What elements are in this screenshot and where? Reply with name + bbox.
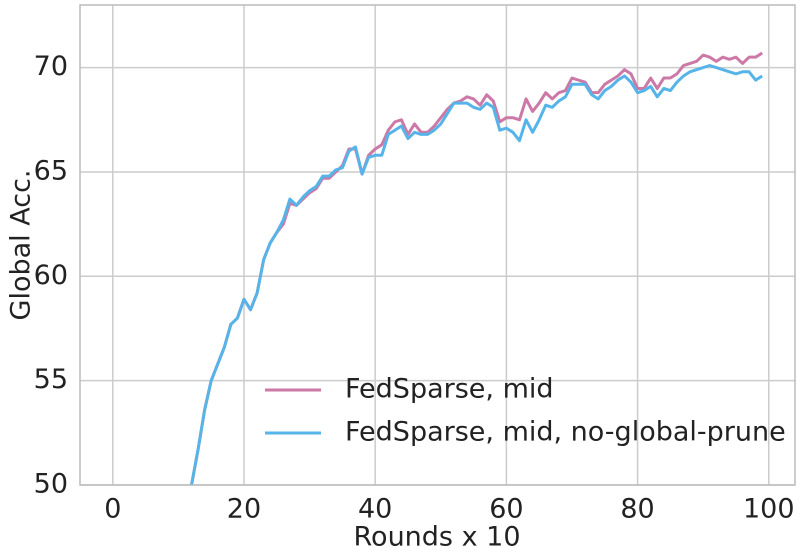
y-tick-label: 55 [34, 364, 68, 395]
x-tick-label: 100 [743, 494, 795, 525]
x-tick-label: 0 [104, 494, 121, 525]
grid-group [80, 5, 795, 486]
legend-label: FedSparse, mid [345, 374, 554, 405]
y-tick-label: 65 [34, 155, 68, 186]
x-tick-label: 60 [489, 494, 523, 525]
x-tick-label: 40 [358, 494, 392, 525]
y-tick-label: 50 [34, 469, 68, 500]
plot-frame [79, 4, 796, 486]
x-axis-label: Rounds x 10 [354, 522, 521, 553]
series-line [190, 64, 764, 485]
y-tick-label: 60 [34, 260, 68, 291]
y-axis-label: Global Acc. [6, 170, 37, 321]
lines-group [190, 51, 764, 485]
x-tick-label: 20 [227, 494, 261, 525]
legend-label: FedSparse, mid, no-global-prune [345, 417, 786, 448]
x-tick-label: 80 [620, 494, 654, 525]
y-tick-label: 70 [34, 51, 68, 82]
